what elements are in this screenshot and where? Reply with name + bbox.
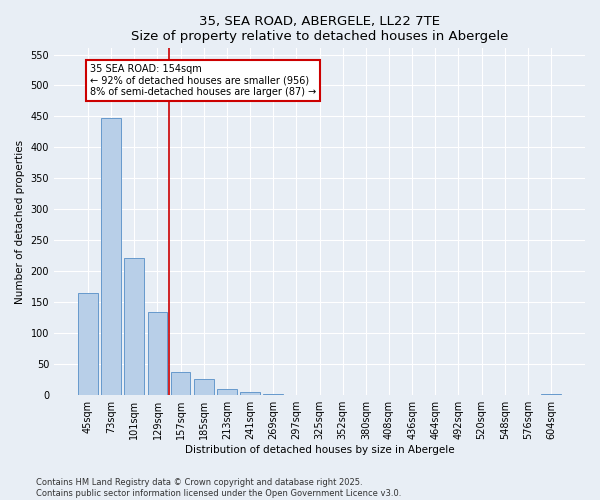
Bar [171, 372, 190, 395]
Bar [287, 394, 306, 395]
Bar [101, 118, 121, 395]
Bar [541, 394, 561, 395]
Bar [217, 389, 237, 395]
Bar [240, 392, 260, 395]
Bar [78, 293, 98, 395]
Bar [124, 258, 144, 395]
X-axis label: Distribution of detached houses by size in Abergele: Distribution of detached houses by size … [185, 445, 454, 455]
Bar [194, 379, 214, 395]
Bar [148, 312, 167, 395]
Bar [263, 394, 283, 395]
Text: Contains HM Land Registry data © Crown copyright and database right 2025.
Contai: Contains HM Land Registry data © Crown c… [36, 478, 401, 498]
Title: 35, SEA ROAD, ABERGELE, LL22 7TE
Size of property relative to detached houses in: 35, SEA ROAD, ABERGELE, LL22 7TE Size of… [131, 15, 508, 43]
Y-axis label: Number of detached properties: Number of detached properties [15, 140, 25, 304]
Text: 35 SEA ROAD: 154sqm
← 92% of detached houses are smaller (956)
8% of semi-detach: 35 SEA ROAD: 154sqm ← 92% of detached ho… [90, 64, 316, 97]
